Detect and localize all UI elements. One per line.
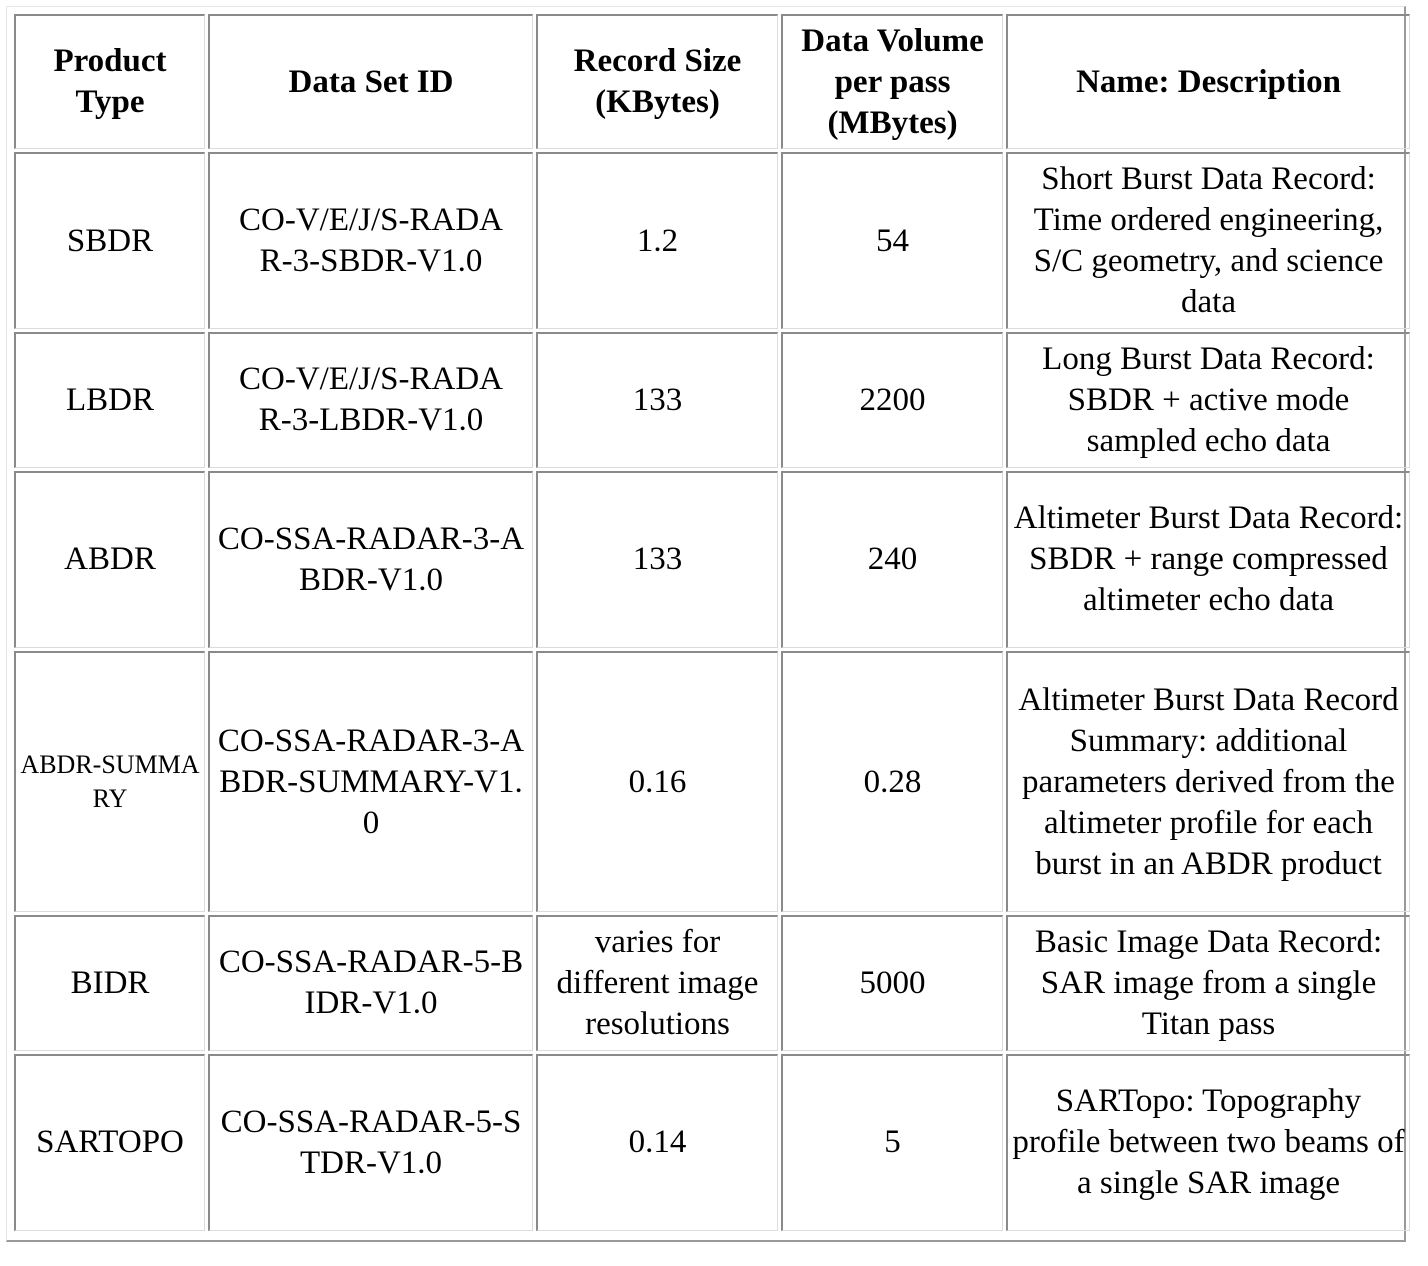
header-row: Product Type Data Set ID Record Size (KB… xyxy=(14,14,1410,149)
table-row: LBDR CO-V/E/J/S-RADAR-3-LBDR-V1.0 133 22… xyxy=(14,332,1410,468)
data-volume-cell: 0.28 xyxy=(781,650,1003,913)
data-set-id-cell: CO-SSA-RADAR-5-STDR-V1.0 xyxy=(208,1053,533,1231)
data-set-id-cell: CO-V/E/J/S-RADAR-3-SBDR-V1.0 xyxy=(208,152,533,330)
header-data-set-id: Data Set ID xyxy=(208,14,533,149)
description-cell: Basic Image Data Record: SAR image from … xyxy=(1006,915,1410,1051)
description-cell: Long Burst Data Record: SBDR + active mo… xyxy=(1006,332,1410,468)
product-type-cell: SARTOPO xyxy=(14,1053,205,1231)
record-size-cell: 133 xyxy=(536,470,778,648)
table-row: ABDR-SUMMARY CO-SSA-RADAR-3-ABDR-SUMMARY… xyxy=(14,650,1410,913)
header-data-volume: Data Volume per pass (MBytes) xyxy=(781,14,1003,149)
product-type-cell: ABDR xyxy=(14,470,205,648)
data-set-id-cell: CO-SSA-RADAR-5-BIDR-V1.0 xyxy=(208,915,533,1051)
header-record-size: Record Size (KBytes) xyxy=(536,14,778,149)
data-set-id-cell: CO-SSA-RADAR-3-ABDR-SUMMARY-V1.0 xyxy=(208,650,533,913)
table-row: ABDR CO-SSA-RADAR-3-ABDR-V1.0 133 240 Al… xyxy=(14,470,1410,648)
record-size-cell: 0.16 xyxy=(536,650,778,913)
data-volume-cell: 5 xyxy=(781,1053,1003,1231)
description-cell: Altimeter Burst Data Record Summary: add… xyxy=(1006,650,1410,913)
table-row: SBDR CO-V/E/J/S-RADAR-3-SBDR-V1.0 1.2 54… xyxy=(14,152,1410,330)
data-volume-cell: 54 xyxy=(781,152,1003,330)
record-size-cell: varies for different image resolutions xyxy=(536,915,778,1051)
product-type-cell: LBDR xyxy=(14,332,205,468)
product-type-cell: ABDR-SUMMARY xyxy=(14,650,205,913)
description-cell: Short Burst Data Record: Time ordered en… xyxy=(1006,152,1410,330)
product-type-cell: BIDR xyxy=(14,915,205,1051)
data-products-table-frame: Product Type Data Set ID Record Size (KB… xyxy=(6,6,1410,1242)
header-product-type: Product Type xyxy=(14,14,205,149)
data-volume-cell: 2200 xyxy=(781,332,1003,468)
product-type-cell: SBDR xyxy=(14,152,205,330)
data-set-id-cell: CO-V/E/J/S-RADAR-3-LBDR-V1.0 xyxy=(208,332,533,468)
description-cell: SARTopo: Topography profile between two … xyxy=(1006,1053,1410,1231)
record-size-cell: 1.2 xyxy=(536,152,778,330)
data-volume-cell: 5000 xyxy=(781,915,1003,1051)
table-row: BIDR CO-SSA-RADAR-5-BIDR-V1.0 varies for… xyxy=(14,915,1410,1051)
record-size-cell: 133 xyxy=(536,332,778,468)
data-set-id-cell: CO-SSA-RADAR-3-ABDR-V1.0 xyxy=(208,470,533,648)
data-volume-cell: 240 xyxy=(781,470,1003,648)
record-size-cell: 0.14 xyxy=(536,1053,778,1231)
description-cell: Altimeter Burst Data Record: SBDR + rang… xyxy=(1006,470,1410,648)
data-products-table: Product Type Data Set ID Record Size (KB… xyxy=(11,11,1413,1234)
header-description: Name: Description xyxy=(1006,14,1410,149)
table-row: SARTOPO CO-SSA-RADAR-5-STDR-V1.0 0.14 5 … xyxy=(14,1053,1410,1231)
